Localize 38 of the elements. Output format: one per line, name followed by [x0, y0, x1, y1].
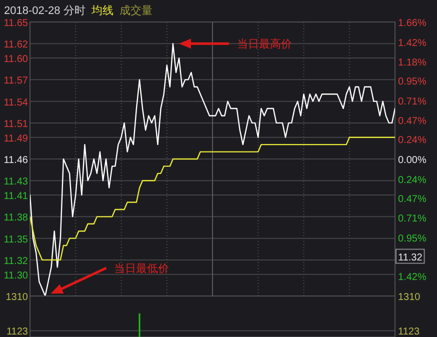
- y-tick-label: 11.38: [4, 212, 28, 224]
- annotation: 当日最高价: [236, 38, 292, 51]
- y2-tick-label: 0.95%: [398, 233, 426, 244]
- y2-tick-label: 0.47%: [398, 194, 426, 205]
- y-tick-label: 11.62: [4, 40, 28, 51]
- y-tick-label: 11.32: [4, 256, 28, 267]
- y2-tick-label: 0.71%: [398, 214, 426, 225]
- y-tick-label: 11.46: [4, 155, 28, 166]
- y2-tick-label: 1.66%: [398, 18, 426, 29]
- y-tick-label: 11.43: [4, 176, 28, 188]
- y2-tick-label: 0.00%: [398, 155, 426, 166]
- y-tick-label: 11.30: [4, 270, 28, 282]
- y2-tick-label: 1310: [398, 292, 421, 303]
- y2-tick-label: 0.95%: [398, 76, 426, 88]
- y-tick-label: 1310: [6, 292, 28, 303]
- annotation: 当日最低价: [114, 263, 170, 275]
- y-tick-label: 11.60: [4, 54, 28, 66]
- y2-tick-label: 0.24%: [398, 174, 426, 186]
- y2-tick-label: 0.47%: [398, 116, 426, 128]
- y-tick-label: 11.35: [4, 234, 28, 246]
- y-tick-label: 11.51: [4, 118, 28, 130]
- text: 均线: [90, 4, 114, 17]
- y-tick-label: 11.49: [4, 133, 28, 144]
- line-series: [30, 136, 395, 261]
- chart-subtitle: 成交量: [119, 4, 152, 17]
- y-tick-label: 11.65: [4, 18, 28, 29]
- y2-tick-label: 1.42%: [398, 38, 426, 49]
- y2-tick-label: 0.71%: [398, 96, 426, 108]
- y2-tick-label: 1123: [398, 326, 420, 337]
- y-tick-label: 1123: [6, 326, 28, 337]
- y2-tick-label: 0.24%: [398, 135, 426, 146]
- chart-title: 2018-02-28 分时: [4, 4, 86, 17]
- y2-tick-label: 1.18%: [398, 58, 426, 69]
- y-tick-label: 11.57: [4, 76, 28, 87]
- text: 11.32: [398, 252, 423, 264]
- y-tick-label: 11.54: [4, 97, 28, 108]
- y2-tick-label: 1.42%: [398, 272, 426, 284]
- y-tick-label: 11.41: [4, 191, 28, 202]
